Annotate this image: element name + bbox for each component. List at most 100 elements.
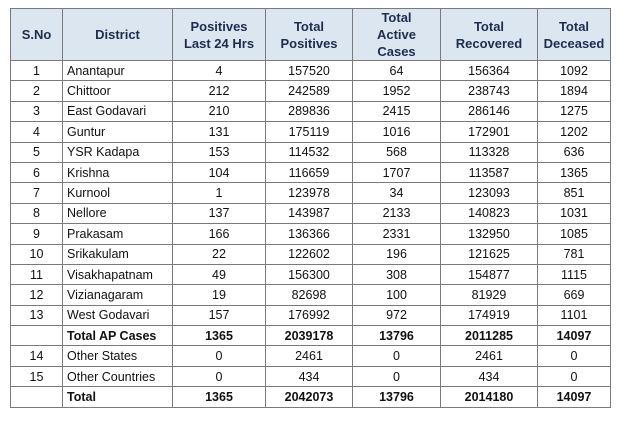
serial-cell bbox=[10, 325, 63, 347]
district-cell: Chittoor bbox=[62, 80, 173, 102]
value-cell: 308 bbox=[352, 263, 441, 286]
value-cell: 289836 bbox=[265, 100, 353, 123]
value-cell: 49 bbox=[172, 263, 266, 286]
value-cell: 123093 bbox=[440, 182, 538, 204]
value-cell: 1202 bbox=[537, 121, 611, 143]
value-cell: 669 bbox=[537, 284, 611, 306]
covid-table: S.No District Positives Last 24 Hrs Total P… bbox=[10, 8, 611, 408]
value-cell: 2011285 bbox=[440, 325, 538, 347]
serial-cell: 11 bbox=[10, 263, 63, 286]
table-row: Total 1365 2042073 13796 2014180 14097 bbox=[10, 386, 611, 408]
table-row: 1 Anantapur 4 157520 64 156364 1092 bbox=[10, 59, 611, 82]
value-cell: 113328 bbox=[440, 141, 538, 163]
value-cell: 157520 bbox=[265, 59, 353, 82]
district-cell: Visakhapatnam bbox=[62, 263, 173, 286]
value-cell: 114532 bbox=[265, 141, 353, 163]
value-cell: 1031 bbox=[537, 202, 611, 225]
value-cell: 132950 bbox=[440, 223, 538, 245]
value-cell: 1365 bbox=[172, 386, 266, 408]
table-row: 15 Other Countries 0 434 0 434 0 bbox=[10, 365, 611, 388]
value-cell: 174919 bbox=[440, 304, 538, 327]
value-cell: 242589 bbox=[265, 80, 353, 102]
district-cell: Guntur bbox=[62, 121, 173, 143]
value-cell: 116659 bbox=[265, 161, 353, 184]
header-cell: District bbox=[62, 8, 173, 61]
serial-cell: 7 bbox=[10, 182, 63, 204]
value-cell: 2133 bbox=[352, 202, 441, 225]
serial-cell: 14 bbox=[10, 345, 63, 367]
value-cell: 196 bbox=[352, 243, 441, 265]
serial-cell: 9 bbox=[10, 223, 63, 245]
value-cell: 121625 bbox=[440, 243, 538, 265]
serial-cell bbox=[10, 386, 63, 408]
value-cell: 2331 bbox=[352, 223, 441, 245]
table-body: 1 Anantapur 4 157520 64 156364 1092 2 Chittoor 21… bbox=[10, 59, 611, 408]
value-cell: 100 bbox=[352, 284, 441, 306]
district-cell: West Godavari bbox=[62, 304, 173, 327]
value-cell: 1101 bbox=[537, 304, 611, 327]
district-cell: Vizianagaram bbox=[62, 284, 173, 306]
value-cell: 212 bbox=[172, 80, 266, 102]
value-cell: 13796 bbox=[352, 386, 441, 408]
value-cell: 137 bbox=[172, 202, 266, 225]
district-cell: East Godavari bbox=[62, 100, 173, 123]
table-row: 12 Vizianagaram 19 82698 100 81929 669 bbox=[10, 284, 611, 306]
value-cell: 176992 bbox=[265, 304, 353, 327]
value-cell: 81929 bbox=[440, 284, 538, 306]
value-cell: 1085 bbox=[537, 223, 611, 245]
value-cell: 2461 bbox=[440, 345, 538, 367]
value-cell: 636 bbox=[537, 141, 611, 163]
value-cell: 22 bbox=[172, 243, 266, 265]
table-row: 5 YSR Kadapa 153 114532 568 113328 636 bbox=[10, 141, 611, 163]
value-cell: 0 bbox=[172, 365, 266, 388]
table-row: 7 Kurnool 1 123978 34 123093 851 bbox=[10, 182, 611, 204]
value-cell: 2042073 bbox=[265, 386, 353, 408]
district-cell: Srikakulam bbox=[62, 243, 173, 265]
serial-cell: 8 bbox=[10, 202, 63, 225]
value-cell: 972 bbox=[352, 304, 441, 327]
value-cell: 156300 bbox=[265, 263, 353, 286]
value-cell: 4 bbox=[172, 59, 266, 82]
value-cell: 210 bbox=[172, 100, 266, 123]
value-cell: 1275 bbox=[537, 100, 611, 123]
value-cell: 1092 bbox=[537, 59, 611, 82]
value-cell: 1115 bbox=[537, 263, 611, 286]
value-cell: 1 bbox=[172, 182, 266, 204]
serial-cell: 1 bbox=[10, 59, 63, 82]
district-cell: Total AP Cases bbox=[62, 325, 173, 347]
table-row: 14 Other States 0 2461 0 2461 0 bbox=[10, 345, 611, 367]
header-cell: S.No bbox=[10, 8, 63, 61]
serial-cell: 6 bbox=[10, 161, 63, 184]
value-cell: 104 bbox=[172, 161, 266, 184]
district-cell: Other Countries bbox=[62, 365, 173, 388]
serial-cell: 2 bbox=[10, 80, 63, 102]
table-row: 3 East Godavari 210 289836 2415 286146 1275 bbox=[10, 100, 611, 123]
serial-cell: 4 bbox=[10, 121, 63, 143]
district-cell: Anantapur bbox=[62, 59, 173, 82]
value-cell: 434 bbox=[440, 365, 538, 388]
value-cell: 14097 bbox=[537, 325, 611, 347]
value-cell: 2014180 bbox=[440, 386, 538, 408]
value-cell: 286146 bbox=[440, 100, 538, 123]
value-cell: 82698 bbox=[265, 284, 353, 306]
value-cell: 157 bbox=[172, 304, 266, 327]
table-row: 10 Srikakulam 22 122602 196 121625 781 bbox=[10, 243, 611, 265]
district-cell: Total bbox=[62, 386, 173, 408]
value-cell: 64 bbox=[352, 59, 441, 82]
value-cell: 2415 bbox=[352, 100, 441, 123]
serial-cell: 3 bbox=[10, 100, 63, 123]
serial-cell: 10 bbox=[10, 243, 63, 265]
table-row: 6 Krishna 104 116659 1707 113587 1365 bbox=[10, 161, 611, 184]
header-cell: Positives Last 24 Hrs bbox=[172, 8, 266, 61]
serial-cell: 13 bbox=[10, 304, 63, 327]
value-cell: 851 bbox=[537, 182, 611, 204]
table-row: 8 Nellore 137 143987 2133 140823 1031 bbox=[10, 202, 611, 225]
value-cell: 781 bbox=[537, 243, 611, 265]
table-row: 2 Chittoor 212 242589 1952 238743 1894 bbox=[10, 80, 611, 102]
value-cell: 2039178 bbox=[265, 325, 353, 347]
district-cell: Krishna bbox=[62, 161, 173, 184]
district-cell: Prakasam bbox=[62, 223, 173, 245]
value-cell: 1365 bbox=[172, 325, 266, 347]
serial-cell: 12 bbox=[10, 284, 63, 306]
